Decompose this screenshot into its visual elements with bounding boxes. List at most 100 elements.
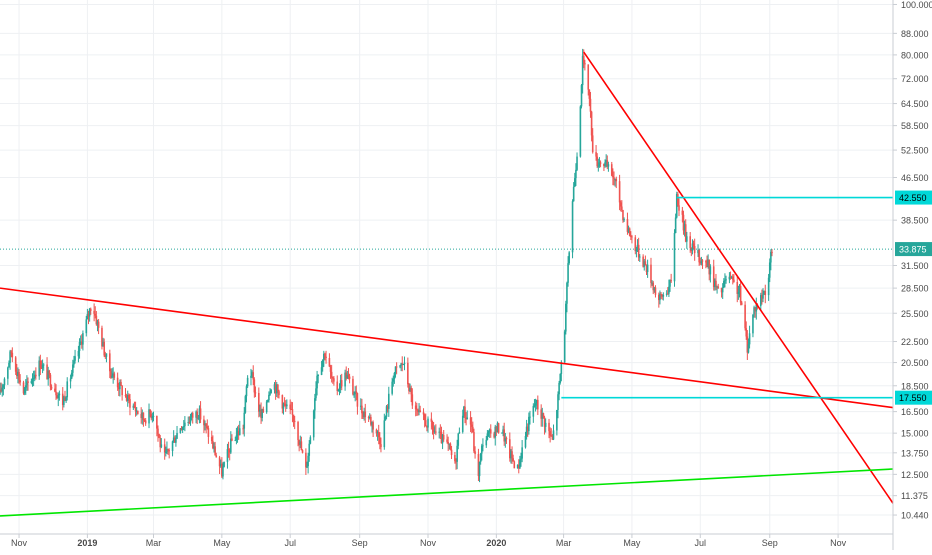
candle-body [2,385,5,388]
y-tick-label: 72.000 [901,74,929,84]
candle-body [141,412,144,419]
y-tick-label: 11.375 [901,491,928,501]
candle-body [418,410,420,413]
candle-body [470,424,473,427]
candle-body [723,280,725,288]
candle-body [752,314,754,334]
candle-body [681,210,684,215]
candle-body [300,441,303,451]
candle-body [653,287,656,291]
candle-body [30,381,33,383]
candle-body [683,224,686,231]
candle-body [135,410,138,412]
candle-body [510,451,512,459]
candle-body [189,416,192,423]
candle-body [480,445,483,454]
candle-body [550,435,553,437]
candle-body [599,162,602,164]
candle-body [449,443,452,450]
candle-body [707,259,709,268]
candle-body [511,451,513,459]
candle-body [615,178,618,182]
candle-body [716,286,718,288]
candle-body [581,55,584,86]
candle-body [699,262,702,264]
y-tick-label: 80.000 [901,50,929,60]
candle-body [446,439,448,442]
candle-body [270,389,272,394]
candle-body [567,263,569,283]
candle-body [363,411,365,418]
candle-body [290,409,293,411]
y-tick-label: 88.000 [901,29,929,39]
candle-body [693,246,696,254]
candle-body [618,181,621,203]
candle-body [250,375,252,378]
candle-body [728,276,731,280]
candle-body [472,426,474,433]
candle-body [102,341,104,347]
candle-body [469,417,472,425]
candle-body [260,409,262,419]
candle-body [38,360,41,377]
candle-body [714,280,716,288]
x-tick-label: Nov [830,538,847,548]
candle-body [512,458,514,462]
candle-body [42,364,45,366]
candle-body [226,449,229,462]
candle-body [455,461,457,463]
candle-body [336,381,339,392]
candle-body [182,426,185,428]
candle-body [700,260,703,264]
candle-body [259,409,261,412]
y-tick-label: 64.500 [901,99,929,109]
candle-body [11,352,14,358]
candle-body [610,164,613,176]
candle-body [519,459,521,469]
candle-body [487,431,490,434]
candle-body [391,381,393,394]
y-tick-label: 16.500 [901,407,929,417]
candle-body [379,437,381,445]
candle-body [631,236,633,238]
candle-body [245,386,248,397]
candle-body [14,357,17,372]
candle-body [692,243,695,247]
candle-body [345,372,348,379]
candle-body [571,201,574,253]
candle-body [329,366,332,372]
candle-body [219,463,222,467]
candle-body [552,430,555,440]
candle-body [163,444,166,453]
candle-body [56,395,58,399]
candle-body [58,393,61,396]
candle-body [502,429,504,433]
candle-body [496,423,499,433]
candle-body [691,243,694,251]
candle-body [180,428,183,431]
candle-body [438,431,441,433]
candle-body [348,376,351,379]
candle-body [387,393,390,409]
candle-body [367,417,370,419]
candle-body [97,321,100,328]
level-label: 17.550 [899,393,927,403]
candle-body [591,135,594,153]
candle-body [339,380,342,388]
candle-body [473,432,475,452]
y-tick-label: 52.500 [901,146,929,156]
candle-body [196,411,198,419]
candle-body [95,315,98,325]
candle-body [222,466,224,477]
candle-body [457,433,460,446]
candle-body [448,443,451,445]
y-tick-label: 12.500 [901,470,929,480]
candle-body [426,426,428,428]
candle-body [409,387,411,392]
candle-body [619,202,622,207]
candle-body [416,409,418,411]
candle-body [150,414,153,419]
candle-body [587,64,590,90]
candle-body [559,373,562,383]
